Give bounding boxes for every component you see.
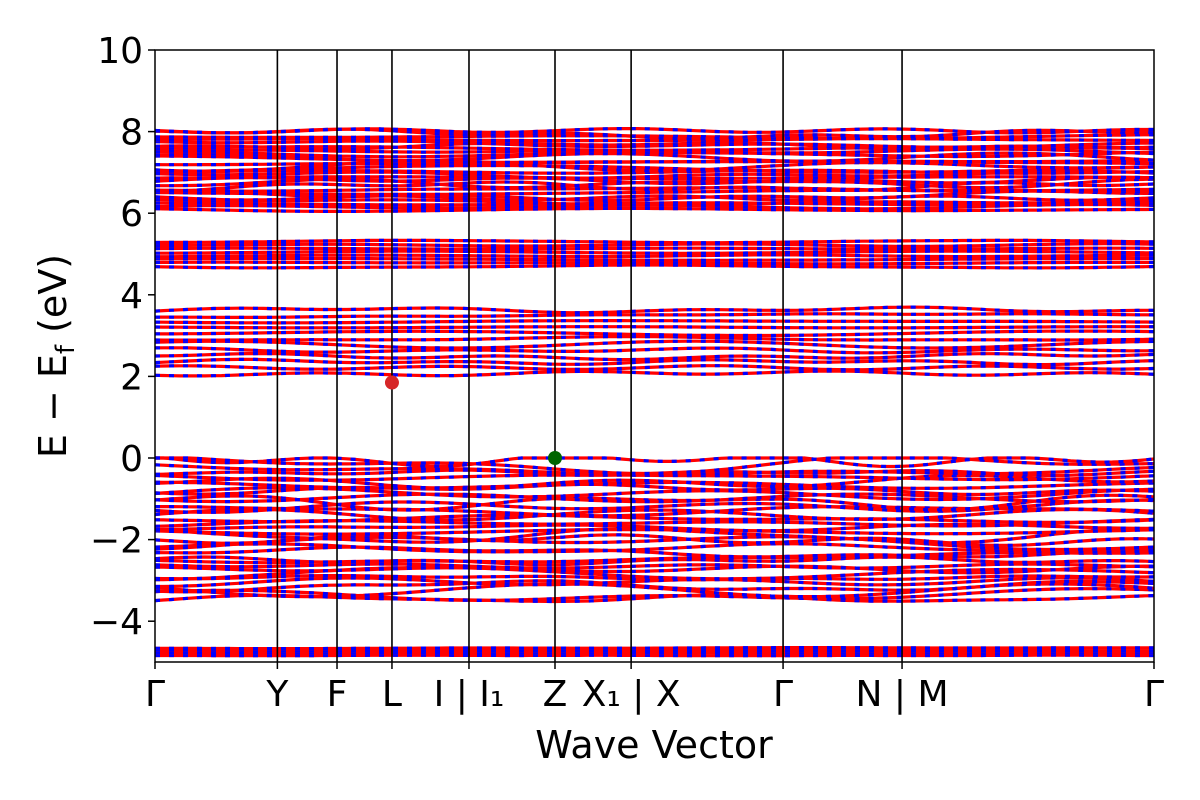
band-lines (155, 127, 1154, 658)
band-line-conduction_mid-5 (155, 246, 1154, 251)
band-line-deep-0 (155, 653, 1154, 658)
x-tick-label-5: Z (543, 674, 568, 715)
band-line-conduction_low-5 (155, 339, 1154, 350)
y-tick-label-3: 2 (120, 357, 143, 398)
band-line-conduction_high-0 (155, 206, 1154, 213)
band-line-conduction_low-4 (155, 346, 1154, 355)
y-axis-title-sub: f (51, 344, 81, 354)
band-line-valence-33 (155, 456, 1154, 469)
band-line-conduction_high-10 (155, 175, 1154, 186)
band-line-valence-19 (155, 513, 1154, 524)
y-axis: −4 −2 0 2 4 6 8 10 (90, 31, 155, 643)
x-tick-label-4: I | I₁ (434, 674, 505, 715)
band-line-deep-1 (155, 650, 1154, 656)
high-symmetry-lines (276, 50, 903, 662)
y-tick-label-4: 4 (120, 276, 143, 317)
band-line-conduction_high-18 (155, 151, 1154, 163)
band-line-conduction_mid-0 (155, 263, 1154, 270)
band-line-deep-2 (155, 648, 1154, 653)
band-line-conduction_low-0 (155, 369, 1154, 378)
band-line-conduction_low-1 (155, 364, 1154, 372)
y-axis-title-main: E − E (31, 354, 75, 458)
band-line-valence-12 (155, 542, 1154, 554)
band-line-conduction_high-15 (155, 159, 1154, 173)
y-tick-label-0: −4 (90, 602, 143, 643)
band-line-conduction_low-8 (155, 325, 1154, 330)
band-line-valence-32 (155, 456, 1154, 476)
band-line-valence-20 (155, 507, 1154, 522)
y-axis-title-unit: (eV) (31, 254, 75, 345)
y-tick-label-6: 8 (120, 113, 143, 154)
valence-band-maximum-marker (547, 451, 562, 465)
band-line-conduction_high-23 (155, 139, 1154, 149)
y-axis-title: E − Ef (eV) (31, 254, 81, 458)
x-tick-label-2: F (327, 674, 348, 715)
band-line-valence-22 (155, 498, 1154, 514)
y-tick-label-1: −2 (90, 521, 143, 562)
band-line-conduction_mid-1 (155, 260, 1154, 266)
x-tick-label-3: L (382, 674, 402, 715)
band-line-conduction_low-3 (155, 351, 1154, 362)
band-line-valence-27 (155, 480, 1154, 491)
band-edge-markers (384, 375, 562, 465)
band-line-valence-3 (155, 579, 1154, 594)
x-tick-label-6: X₁ | X (582, 674, 681, 715)
y-tick-label-5: 6 (120, 194, 143, 235)
band-line-valence-7 (155, 564, 1154, 575)
band-line-valence-16 (155, 528, 1154, 536)
band-line-conduction_high-11 (155, 175, 1154, 181)
band-line-valence-10 (155, 551, 1154, 565)
band-line-conduction_mid-2 (155, 256, 1154, 262)
band-line-valence-8 (155, 562, 1154, 570)
band-line-valence-1 (155, 587, 1154, 603)
x-tick-label-1: Y (265, 674, 289, 715)
band-line-valence-11 (155, 545, 1154, 559)
band-line-conduction_mid-6 (155, 242, 1154, 248)
conduction-band-minimum-marker (384, 375, 399, 390)
band-line-conduction_low-6 (155, 335, 1154, 342)
band-line-conduction_mid-4 (155, 249, 1154, 255)
band-line-conduction_low-9 (155, 319, 1154, 325)
x-tick-label-7: Γ (773, 674, 793, 715)
band-line-conduction_low-10 (155, 312, 1154, 319)
y-tick-label-7: 10 (97, 31, 143, 72)
band-line-conduction_mid-3 (155, 253, 1154, 259)
band-line-conduction_high-2 (155, 201, 1154, 207)
band-line-valence-5 (155, 574, 1154, 582)
plot-frame (154, 49, 1155, 663)
x-tick-label-8: N | M (856, 674, 949, 715)
band-line-conduction_low-7 (155, 329, 1154, 338)
y-tick-label-2: 0 (120, 439, 143, 480)
band-line-conduction_low-11 (155, 305, 1154, 315)
x-tick-label-0: Γ (145, 674, 165, 715)
x-tick-label-9: Γ (1144, 674, 1164, 715)
band-line-conduction_low-2 (155, 357, 1154, 367)
band-line-conduction_high-27 (155, 127, 1154, 135)
band-line-conduction_mid-7 (155, 238, 1154, 245)
band-line-conduction_high-14 (155, 163, 1154, 174)
band-line-deep-3 (155, 646, 1154, 651)
x-axis-title: Wave Vector (535, 723, 773, 767)
band-line-conduction_high-3 (155, 197, 1154, 207)
